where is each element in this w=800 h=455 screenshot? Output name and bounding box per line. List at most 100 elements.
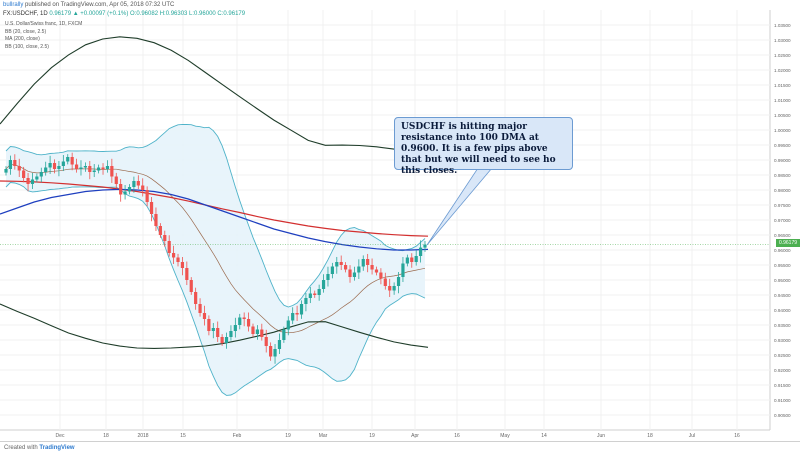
candle-body [57, 166, 61, 169]
candle-body [308, 293, 312, 298]
candle-body [22, 170, 26, 178]
y-tick-label: 1.00500 [774, 113, 791, 118]
candle-body [269, 346, 273, 357]
y-tick-label: 0.96500 [774, 233, 791, 238]
y-tick-label: 0.96000 [774, 248, 791, 253]
candle-body [74, 164, 79, 169]
candle-body [304, 298, 308, 304]
tradingview-logo[interactable]: TradingView [39, 445, 75, 451]
candle-body [110, 166, 114, 177]
x-tick-label: Jun [597, 433, 605, 439]
candle-body [255, 329, 259, 334]
y-tick-label: 1.03500 [774, 23, 791, 28]
x-tick-label: 19 [369, 433, 375, 439]
candle-body [357, 266, 361, 273]
candle-body [158, 226, 162, 235]
y-tick-label: 0.95000 [774, 278, 791, 283]
candle-body [92, 170, 96, 172]
candle-body [176, 257, 180, 262]
candle-body [211, 328, 215, 331]
price-axis: 1.03500 1.03000 1.02500 1.02000 1.01500 1.010… [774, 23, 791, 418]
candle-body [216, 328, 220, 337]
y-tick-label: 0.90500 [774, 413, 791, 418]
candle-body [366, 259, 370, 265]
candle-body [35, 176, 39, 180]
indicator-bb100[interactable]: BB (100, close, 2.5) [5, 43, 49, 50]
indicator-bb20[interactable]: BB (20, close, 2.5) [5, 28, 47, 35]
publish-info: bullrally published on TradingView.com, … [0, 0, 800, 10]
candle-body [388, 286, 392, 291]
candle-body [185, 268, 189, 280]
x-tick-label: 14 [541, 433, 547, 439]
x-tick-label: 16 [734, 433, 740, 439]
candle-body [66, 157, 70, 162]
y-tick-label: 1.02500 [774, 53, 791, 58]
candle-body [282, 329, 286, 340]
annotation-callout: USDCHF is hitting major resistance into … [394, 117, 573, 176]
candle-body [123, 191, 127, 195]
last-price-label: 0.96179 [776, 239, 800, 247]
chart-grid [0, 10, 771, 431]
candle-body [61, 161, 65, 166]
band-fills [6, 124, 425, 396]
candle-body [264, 337, 268, 346]
candle-body [374, 269, 379, 273]
candle-body [242, 317, 246, 319]
x-tick-label: Dec [56, 433, 65, 439]
candle-body [370, 265, 374, 270]
y-tick-label: 1.01000 [774, 98, 791, 103]
candle-body [136, 181, 140, 186]
legend-title: U.S. Dollar/Swiss franc, 1D, FXCM [5, 21, 83, 27]
y-tick-label: 0.99500 [774, 143, 791, 148]
author-link[interactable]: bullrally [3, 2, 24, 8]
candle-body [295, 313, 299, 315]
candle-body [423, 244, 427, 248]
y-tick-label: 0.93500 [774, 323, 791, 328]
candle-body [163, 235, 167, 241]
candle-body [70, 157, 74, 165]
candle-body [405, 257, 409, 264]
candle-body [286, 320, 290, 330]
y-tick-label: 0.98500 [774, 173, 791, 178]
candle-body [352, 272, 357, 277]
candle-body [97, 167, 101, 171]
candle-body [127, 187, 132, 192]
candle-body [13, 160, 17, 166]
bb100-upper-line [0, 36, 429, 156]
y-tick-label: 0.92000 [774, 368, 791, 373]
candle-body [418, 247, 423, 256]
candle-body [8, 160, 13, 169]
x-tick-label: Feb [233, 433, 242, 439]
candle-body [189, 280, 193, 292]
candle-body [348, 269, 352, 277]
bb20-upper-line [5, 123, 426, 308]
candle-body [260, 329, 264, 337]
y-tick-label: 1.03000 [774, 38, 791, 43]
publish-text: published on TradingView.com, Apr 05, 20… [25, 2, 175, 8]
candle-body [335, 262, 339, 267]
candle-body [202, 313, 207, 319]
y-tick-label: 0.98000 [774, 188, 791, 193]
candle-body [149, 202, 154, 214]
y-tick-label: 1.02000 [774, 68, 791, 73]
x-tick-label: Jul [689, 433, 695, 439]
candle-body [172, 253, 176, 258]
annotation-text: USDCHF is hitting major resistance into … [401, 122, 556, 176]
candle-body [238, 317, 242, 325]
candle-body [339, 262, 343, 265]
candle-body [119, 184, 123, 195]
candle-body [83, 166, 87, 168]
y-tick-label: 0.94500 [774, 293, 791, 298]
candle-body [198, 304, 202, 313]
candle-body [251, 326, 255, 334]
candle-body [101, 167, 105, 169]
y-tick-label: 1.01500 [774, 83, 791, 88]
time-axis: Dec 18 2018 15 Feb 19 Mar 19 Apr 16 May 14 Jun 18 Jul 1… [56, 433, 740, 439]
indicator-ma200[interactable]: MA (200, close) [5, 36, 40, 42]
footer-created-with: Created with [4, 445, 38, 451]
y-tick-label: 0.91000 [774, 398, 791, 403]
candle-body [401, 263, 405, 277]
bb20-lower-line [5, 182, 426, 396]
candle-body [229, 331, 233, 337]
candle-body [132, 181, 136, 187]
